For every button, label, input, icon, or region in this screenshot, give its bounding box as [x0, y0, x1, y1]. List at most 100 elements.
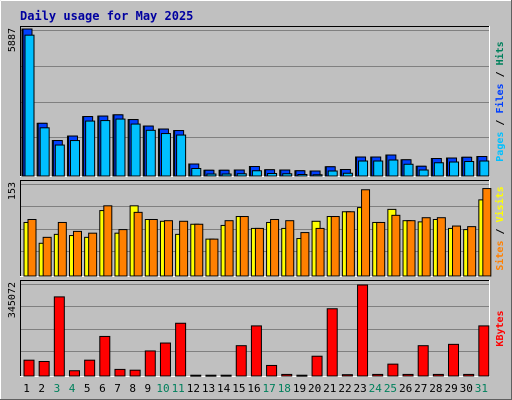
pages-bar — [115, 118, 126, 177]
kbytes-bar — [114, 368, 126, 377]
sites-bar — [133, 211, 143, 277]
day-label: 23 — [354, 382, 367, 395]
sites-bar — [179, 220, 189, 277]
day-label: 13 — [202, 382, 215, 395]
pages-bar — [449, 161, 460, 177]
sites-bar — [285, 220, 295, 277]
kbytes-bar — [281, 373, 293, 377]
pages-bar — [479, 160, 490, 177]
day-label: 31 — [475, 382, 488, 395]
kbytes-bar — [129, 369, 141, 377]
day-label: 2 — [38, 382, 45, 395]
day-axis-labels: 1 2 3 4 5 6 7 8 9 10 11 12 13 14 15 16 17 18 19 20 21 22 23 24 2… — [23, 382, 488, 395]
legend-hits: Hits — [494, 41, 506, 65]
legend-separator: / — [495, 65, 506, 83]
pages-bar — [69, 140, 80, 177]
pages-bar — [312, 174, 323, 177]
kbytes-bar — [402, 373, 414, 377]
pages-bar — [206, 173, 217, 177]
day-label: 26 — [399, 382, 412, 395]
sites-bar — [361, 189, 371, 277]
pages-bar — [433, 162, 444, 177]
panel-2-legend: Sites / Visits — [494, 186, 506, 270]
day-label: 9 — [145, 382, 152, 395]
sites-bar — [421, 217, 431, 277]
day-label: 27 — [414, 382, 427, 395]
sites-bar — [254, 227, 264, 277]
kbytes-bar — [341, 374, 353, 377]
day-label: 14 — [217, 382, 231, 395]
panel-hits-files-pages: 5887 Pages / Files / Hits — [7, 26, 506, 177]
kbytes-bar — [372, 373, 384, 377]
kbytes-bar — [68, 370, 80, 377]
pages-bar — [297, 174, 308, 177]
pages-bar — [327, 170, 338, 177]
sites-bar — [391, 214, 401, 277]
day-label: 4 — [69, 382, 76, 395]
day-label: 1 — [23, 382, 30, 395]
kbytes-bar — [53, 296, 65, 377]
day-label: 12 — [187, 382, 200, 395]
legend-separator: / — [495, 222, 506, 240]
pages-bar — [39, 127, 50, 177]
kbytes-bar — [159, 342, 171, 377]
kbytes-bar — [387, 363, 399, 377]
pages-bar — [388, 159, 399, 177]
kbytes-bar — [463, 373, 475, 377]
sites-bar — [376, 221, 386, 277]
chart-title: Daily usage for May 2025 — [20, 9, 193, 23]
pages-bar — [54, 144, 65, 177]
day-label: 16 — [247, 382, 260, 395]
sites-bar — [467, 226, 477, 277]
pages-bar — [221, 173, 232, 177]
legend-files: Files — [494, 83, 506, 113]
legend-pages: Pages — [495, 132, 506, 162]
day-label: 29 — [444, 382, 457, 395]
kbytes-bar — [326, 308, 338, 377]
legend-sites: Sites — [494, 241, 506, 271]
sites-bar — [209, 238, 219, 277]
sites-bar — [194, 223, 204, 277]
day-label: 19 — [293, 382, 306, 395]
pages-bar — [130, 123, 141, 177]
sites-bar — [482, 188, 492, 277]
day-label: 7 — [114, 382, 121, 395]
kbytes-bar — [205, 374, 217, 377]
sites-bar — [27, 218, 37, 277]
kbytes-bar — [296, 374, 308, 377]
pages-bar — [358, 160, 369, 177]
day-label: 25 — [384, 382, 397, 395]
kbytes-bar — [99, 335, 111, 377]
pages-bar — [160, 133, 171, 177]
kbytes-bar — [448, 343, 460, 377]
sites-bar — [345, 211, 355, 277]
sites-bar — [42, 236, 52, 277]
day-label: 10 — [156, 382, 169, 395]
pages-bar — [251, 170, 262, 177]
sites-bar — [330, 216, 340, 277]
pages-bar — [403, 163, 414, 177]
kbytes-bar — [235, 345, 247, 377]
pages-bar — [464, 161, 475, 177]
sites-bar — [118, 229, 128, 277]
pages-bar — [267, 173, 278, 177]
panel-1-y-max-label: 5887 — [7, 28, 18, 52]
kbytes-bar — [311, 355, 323, 377]
pages-bar — [282, 173, 293, 177]
kbytes-bar — [266, 364, 278, 377]
sites-bar — [436, 217, 446, 277]
day-label: 17 — [263, 382, 276, 395]
day-label: 24 — [369, 382, 383, 395]
day-label: 28 — [429, 382, 442, 395]
day-label: 15 — [232, 382, 245, 395]
kbytes-bar — [144, 350, 156, 377]
panel-visits-sites: 153 Sites / Visits — [7, 180, 506, 277]
pages-bar — [100, 120, 111, 177]
day-label: 22 — [338, 382, 351, 395]
panel-3-y-max-label: 345072 — [7, 282, 18, 318]
day-label: 21 — [323, 382, 336, 395]
pages-bar — [85, 120, 96, 177]
kbytes-bar — [175, 322, 187, 377]
kbytes-bar — [250, 325, 262, 377]
